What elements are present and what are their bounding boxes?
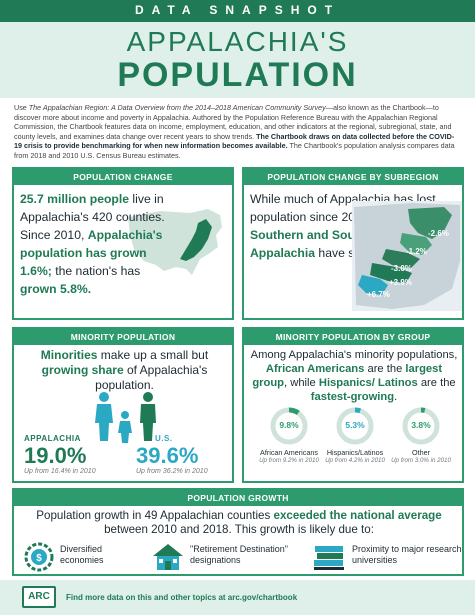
group-value: 9.8% (279, 420, 299, 430)
largest-group: largest group (252, 363, 443, 389)
subregion-heading: POPULATION CHANGE BY SUBREGION (244, 169, 462, 185)
group-ring (270, 407, 308, 445)
subregion-label-5: +6.7% (367, 290, 390, 299)
group-text-e: , while (284, 377, 319, 389)
family-icon (95, 392, 156, 443)
subregion-panel: POPULATION CHANGE BY SUBREGION While muc… (242, 167, 464, 320)
growth-item-2: "Retirement Destination" designations (190, 544, 288, 565)
group-ring (336, 407, 374, 445)
growth-heading: POPULATION GROWTH (14, 490, 462, 506)
intro-text-bold: The Chartbook draws on data collected be… (14, 131, 455, 151)
us-map-icon (128, 209, 222, 275)
intro-text-2: —also known as the Chartbook—to discover… (14, 103, 452, 141)
exceeded-average: exceeded the national average (273, 509, 442, 522)
house-icon (153, 544, 183, 570)
ring-share-arc (402, 407, 440, 445)
appalachia-minority-value: 19.0% (24, 443, 87, 468)
appalachia-label: APPALACHIA (24, 434, 81, 443)
minority-group-panel: MINORITY POPULATION BY GROUP Among Appal… (242, 327, 464, 483)
hispanics-word: Hispanics/ Latinos (318, 377, 418, 389)
group-value: 3.8% (411, 420, 431, 430)
group-name: African Americans (260, 448, 318, 457)
ring-share-arc (336, 407, 374, 445)
svg-text:$: $ (36, 553, 42, 564)
group-name: Hispanics/Latinos (326, 448, 384, 457)
intro-report-title: The Appalachian Region: A Data Overview … (28, 103, 326, 112)
growth-item-3: Proximity to major research universities (352, 544, 462, 565)
group-text-a: Among Appalachia's minority populations, (250, 349, 458, 361)
arc-logo-text: ARC (28, 591, 50, 602)
group-name: Other (412, 448, 430, 457)
title-line-1: APPALACHIA'S (126, 26, 349, 57)
subregion-label-3: -3.0% (391, 264, 412, 273)
fastest-growing: fastest-growing (310, 391, 395, 403)
top-band (0, 0, 475, 22)
nation-growth: grown 5.8%. (20, 282, 92, 296)
title-line-2: POPULATION (117, 56, 358, 94)
subregion-label-1: -2.6% (428, 229, 449, 238)
arc-logo: ARC (22, 586, 56, 608)
growth-text: Population growth in 49 Appalachian coun… (24, 509, 454, 537)
us-label: U.S. (155, 434, 173, 443)
minority-panel: MINORITY POPULATION Minorities make up a… (12, 327, 234, 483)
population-text-b: live in Appalachia's 420 counties. Since… (20, 192, 165, 242)
group-value: 5.3% (345, 420, 365, 430)
us-minority-value: 39.6% (136, 443, 199, 468)
population-text-d: the nation's has (51, 264, 141, 278)
ring-share-arc (270, 407, 308, 445)
group-text-g: are the (417, 377, 456, 389)
subregion-label-2: -1.2% (406, 247, 427, 256)
economy-icon: $ (24, 542, 54, 572)
books-icon (314, 546, 344, 570)
intro-paragraph: Use The Appalachian Region: A Data Overv… (14, 103, 462, 161)
appalachia-minority-sub: Up from 16.4% in 2010 (24, 468, 96, 475)
population-total: 25.7 million people (20, 192, 130, 206)
minority-text: Minorities make up a small but growing s… (22, 348, 227, 393)
growth-panel: POPULATION GROWTH Population growth in 4… (12, 488, 464, 576)
minority-group-heading: MINORITY POPULATION BY GROUP (244, 329, 462, 345)
population-change-heading: POPULATION CHANGE (14, 169, 232, 185)
population-change-text: 25.7 million people live in Appalachia's… (20, 190, 170, 298)
footer-link-text[interactable]: Find more data on this and other topics … (66, 593, 298, 602)
growth-text-c: between 2010 and 2018. This growth is li… (104, 523, 374, 536)
growth-text-a: Population growth in 49 Appalachian coun… (36, 509, 274, 522)
minority-heading: MINORITY POPULATION (14, 329, 232, 345)
intro-text-3: The Chartbook's population analysis comp… (14, 141, 455, 160)
group-sub: Up from 3.0% in 2010 (391, 457, 451, 464)
intro-text-1: Use (14, 103, 29, 112)
minority-text-d: of Appalachia's population. (95, 363, 208, 392)
minority-text-b: make up a small but (97, 348, 209, 362)
group-text-c: are the (364, 363, 406, 375)
subregion-map (352, 201, 462, 311)
african-americans-word: African Americans (265, 363, 365, 375)
hero-banner (0, 22, 475, 98)
minority-group-text: Among Appalachia's minority populations,… (250, 348, 458, 404)
population-change-panel: POPULATION CHANGE 25.7 million people li… (12, 167, 234, 320)
group-sub: Up from 4.2% in 2010 (325, 457, 385, 464)
minority-word: Minorities (40, 348, 98, 362)
group-text-i: . (394, 391, 398, 403)
group-sub: Up from 9.2% in 2010 (259, 457, 319, 464)
subregion-label-4: +3.9% (389, 278, 412, 287)
footer-band (0, 580, 475, 615)
growing-share: growing share (41, 363, 124, 377)
us-minority-sub: Up from 36.2% in 2010 (136, 468, 208, 475)
appalachia-growth: Appalachia's population has grown 1.6%; (20, 228, 163, 278)
group-ring (402, 407, 440, 445)
data-snapshot-label: DATA SNAPSHOT (134, 3, 341, 17)
growth-item-1: Diversified economies (60, 544, 104, 565)
